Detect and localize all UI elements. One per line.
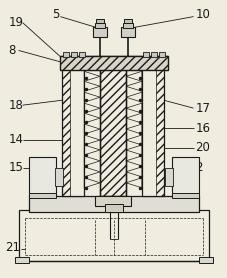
Bar [199,257,212,263]
Bar [28,196,199,212]
Bar [28,193,56,198]
Bar [121,27,134,36]
Bar [141,68,163,196]
Bar [171,193,199,198]
Bar [158,53,164,58]
Bar [155,68,163,196]
Bar [60,56,167,70]
Bar [96,19,104,23]
Text: 10: 10 [195,8,210,21]
Bar [142,53,148,58]
Bar [62,68,70,196]
Text: 16: 16 [195,121,210,135]
Text: 2: 2 [195,161,202,174]
Bar [62,68,84,196]
Bar [100,68,125,196]
Text: 17: 17 [195,102,210,115]
Bar [28,157,56,197]
Bar [63,53,69,58]
Text: 21: 21 [5,241,20,254]
Text: 20: 20 [195,142,210,155]
Bar [95,196,130,206]
Text: 18: 18 [9,99,23,112]
Bar [95,23,105,28]
Text: 19: 19 [9,16,24,29]
Bar [123,19,131,23]
Bar [171,157,199,197]
Bar [150,53,156,58]
Bar [15,257,28,263]
Bar [105,204,122,212]
Bar [79,53,85,58]
Bar [19,210,208,261]
Bar [122,23,132,28]
Bar [164,168,172,186]
Bar [71,53,77,58]
Text: 8: 8 [9,44,16,57]
Bar [55,168,63,186]
Bar [93,27,106,36]
Text: 14: 14 [9,133,24,147]
Text: 15: 15 [9,161,23,174]
Text: 5: 5 [52,8,59,21]
